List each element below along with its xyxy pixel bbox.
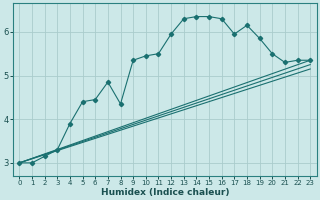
X-axis label: Humidex (Indice chaleur): Humidex (Indice chaleur) xyxy=(100,188,229,197)
